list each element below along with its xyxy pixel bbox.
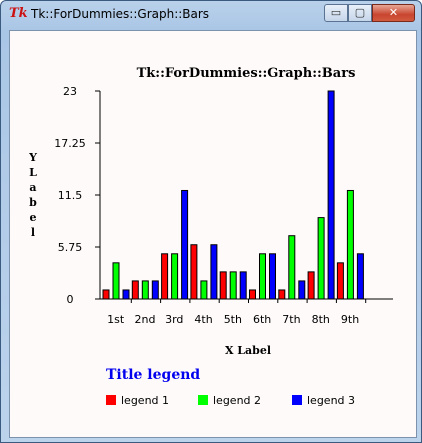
y-tick-label: 23 [63,85,77,98]
title-bar[interactable]: Tk Tk::ForDummies::Graph::Bars ▭ ▢ ✕ [1,1,421,29]
y-axis-label-letter: b [29,196,37,209]
bar-2-7th [288,235,296,300]
bar-2-1st [112,262,120,300]
y-axis-label-letter: L [29,166,37,179]
legend-title: Title legend [106,367,201,383]
legend-label: legend 3 [307,394,356,407]
y-tick-label: 0 [67,293,74,306]
bar-2-9th [346,189,354,300]
minimize-button[interactable]: ▭ [324,4,348,22]
legend-swatch-blue [292,395,302,405]
bar-1-4th [190,244,198,300]
y-tick-label: 11.5 [58,189,83,202]
bar-1-6th [249,289,256,300]
y-axis-ticks: 0 5.75 11.5 17.25 23 [54,85,100,306]
window-title: Tk::ForDummies::Graph::Bars [31,7,210,21]
x-tick-label: 1st [107,313,125,326]
maximize-button[interactable]: ▢ [348,4,372,22]
bar-2-5th [229,271,237,300]
bar-1-9th [336,262,344,300]
y-tick-label: 17.25 [54,137,86,150]
x-axis-label: X Label [225,344,271,357]
y-axis-label-letter: l [31,226,35,239]
close-button[interactable]: ✕ [372,4,415,22]
legend-label: legend 2 [213,394,262,407]
bar-3-4th [210,244,218,300]
bar-1-7th [278,289,286,300]
bar-1-2nd [131,280,139,300]
bar-1-3rd [161,253,169,300]
bar-1-8th [307,271,315,300]
y-axis-label-letter: Y [28,151,37,164]
bar-2-3rd [171,253,179,300]
x-tick-label: 4th [194,313,212,326]
bar-3-5th [239,271,247,300]
bar-2-8th [317,217,325,300]
bar-3-2nd [151,280,159,300]
tk-feather-icon: Tk [9,6,28,21]
bar-3-6th [269,253,276,300]
chart-title: Tk::ForDummies::Graph::Bars [137,66,356,81]
x-tick-label: 2nd [134,313,155,326]
y-axis-label-letter: e [30,211,37,224]
legend-swatch-green [198,395,208,405]
x-tick-label: 7th [282,313,300,326]
y-axis-label-letter: a [29,181,36,194]
x-tick-label: 8th [312,313,330,326]
x-tick-label: 5th [224,313,242,326]
bar-2-6th [259,253,266,300]
bar-3-9th [356,253,364,300]
x-tick-label: 6th [253,313,271,326]
bar-1-1st [102,289,110,300]
bar-3-1st [122,289,130,300]
bar-3-7th [298,280,306,300]
y-tick-label: 5.75 [58,241,83,254]
bar-3-3rd [181,189,189,300]
x-tick-label: 3rd [165,313,183,326]
x-axis-ticks: 1st 2nd 3rd 4th 5th 6th 7th 8th 9th [107,299,367,326]
bar-2-2nd [141,280,149,300]
bar-1-5th [219,271,227,300]
chart-bars [102,90,364,300]
bar-2-4th [200,280,208,300]
bar-3-8th [327,90,335,300]
legend-swatch-red [106,395,116,405]
legend-label: legend 1 [121,394,170,407]
x-tick-label: 9th [341,313,359,326]
